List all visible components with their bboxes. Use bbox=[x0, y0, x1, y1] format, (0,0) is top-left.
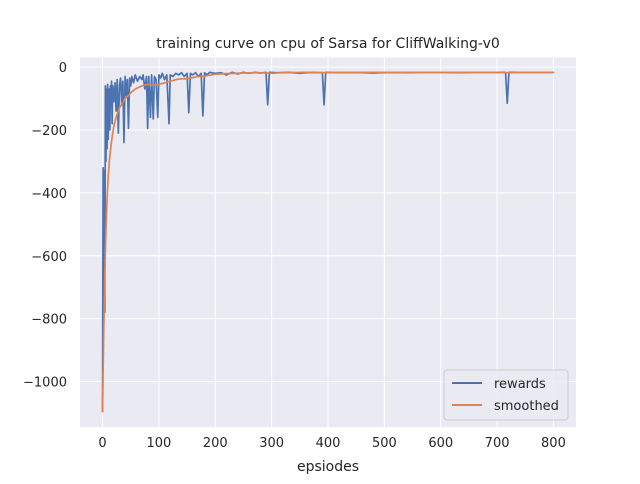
x-tick-label: 200 bbox=[203, 436, 228, 451]
series-line-smoothed bbox=[101, 71, 555, 413]
legend-label-rewards: rewards bbox=[494, 377, 546, 392]
y-tick-label: −600 bbox=[31, 250, 67, 265]
x-axis-label: epsiodes bbox=[297, 459, 359, 475]
x-tick-label: 100 bbox=[146, 436, 171, 451]
grid bbox=[80, 57, 576, 428]
x-axis-ticks: 0 100 200 300 400 500 600 700 800 bbox=[98, 436, 565, 451]
x-tick-label: 300 bbox=[259, 436, 284, 451]
legend-label-smoothed: smoothed bbox=[494, 399, 559, 414]
x-tick-label: 600 bbox=[428, 436, 453, 451]
legend: rewards smoothed bbox=[443, 369, 569, 421]
series-layer bbox=[101, 71, 555, 413]
y-axis-ticks: 0 −200 −400 −600 −800 −1000 bbox=[23, 61, 67, 391]
y-tick-label: −400 bbox=[31, 187, 67, 202]
x-tick-label: 0 bbox=[98, 436, 106, 451]
y-tick-label: 0 bbox=[59, 61, 67, 76]
y-tick-label: −1000 bbox=[23, 376, 67, 391]
y-tick-label: −800 bbox=[31, 313, 67, 328]
x-tick-label: 500 bbox=[372, 436, 397, 451]
chart-title: training curve on cpu of Sarsa for Cliff… bbox=[156, 36, 500, 52]
x-tick-label: 400 bbox=[316, 436, 341, 451]
x-tick-label: 700 bbox=[485, 436, 510, 451]
x-tick-label: 800 bbox=[541, 436, 566, 451]
y-tick-label: −200 bbox=[31, 124, 67, 139]
